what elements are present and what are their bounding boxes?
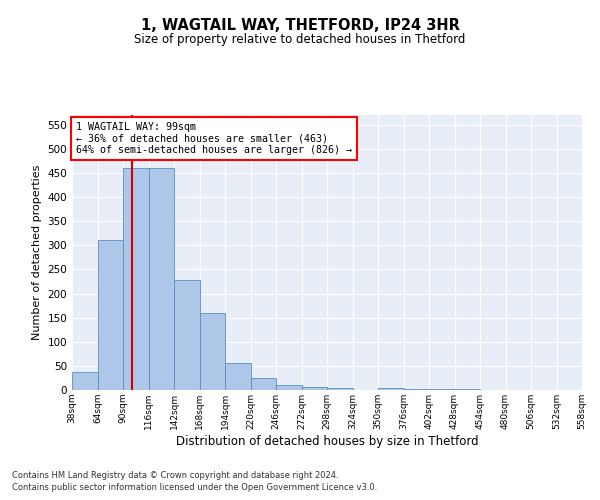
- Bar: [149, 168, 174, 390]
- Bar: [378, 388, 404, 390]
- Bar: [429, 388, 455, 390]
- Bar: [174, 280, 199, 390]
- Bar: [123, 168, 149, 390]
- X-axis label: Distribution of detached houses by size in Thetford: Distribution of detached houses by size …: [176, 434, 478, 448]
- Bar: [72, 372, 97, 390]
- Bar: [97, 240, 123, 390]
- Bar: [327, 388, 353, 390]
- Text: 1 WAGTAIL WAY: 99sqm
← 36% of detached houses are smaller (463)
64% of semi-deta: 1 WAGTAIL WAY: 99sqm ← 36% of detached h…: [76, 122, 352, 156]
- Bar: [276, 385, 302, 390]
- Text: Contains HM Land Registry data © Crown copyright and database right 2024.: Contains HM Land Registry data © Crown c…: [12, 470, 338, 480]
- Bar: [404, 388, 429, 390]
- Y-axis label: Number of detached properties: Number of detached properties: [32, 165, 42, 340]
- Text: 1, WAGTAIL WAY, THETFORD, IP24 3HR: 1, WAGTAIL WAY, THETFORD, IP24 3HR: [140, 18, 460, 32]
- Bar: [225, 362, 251, 390]
- Text: Contains public sector information licensed under the Open Government Licence v3: Contains public sector information licen…: [12, 483, 377, 492]
- Bar: [199, 313, 225, 390]
- Bar: [302, 386, 327, 390]
- Text: Size of property relative to detached houses in Thetford: Size of property relative to detached ho…: [134, 32, 466, 46]
- Bar: [455, 389, 480, 390]
- Bar: [251, 378, 276, 390]
